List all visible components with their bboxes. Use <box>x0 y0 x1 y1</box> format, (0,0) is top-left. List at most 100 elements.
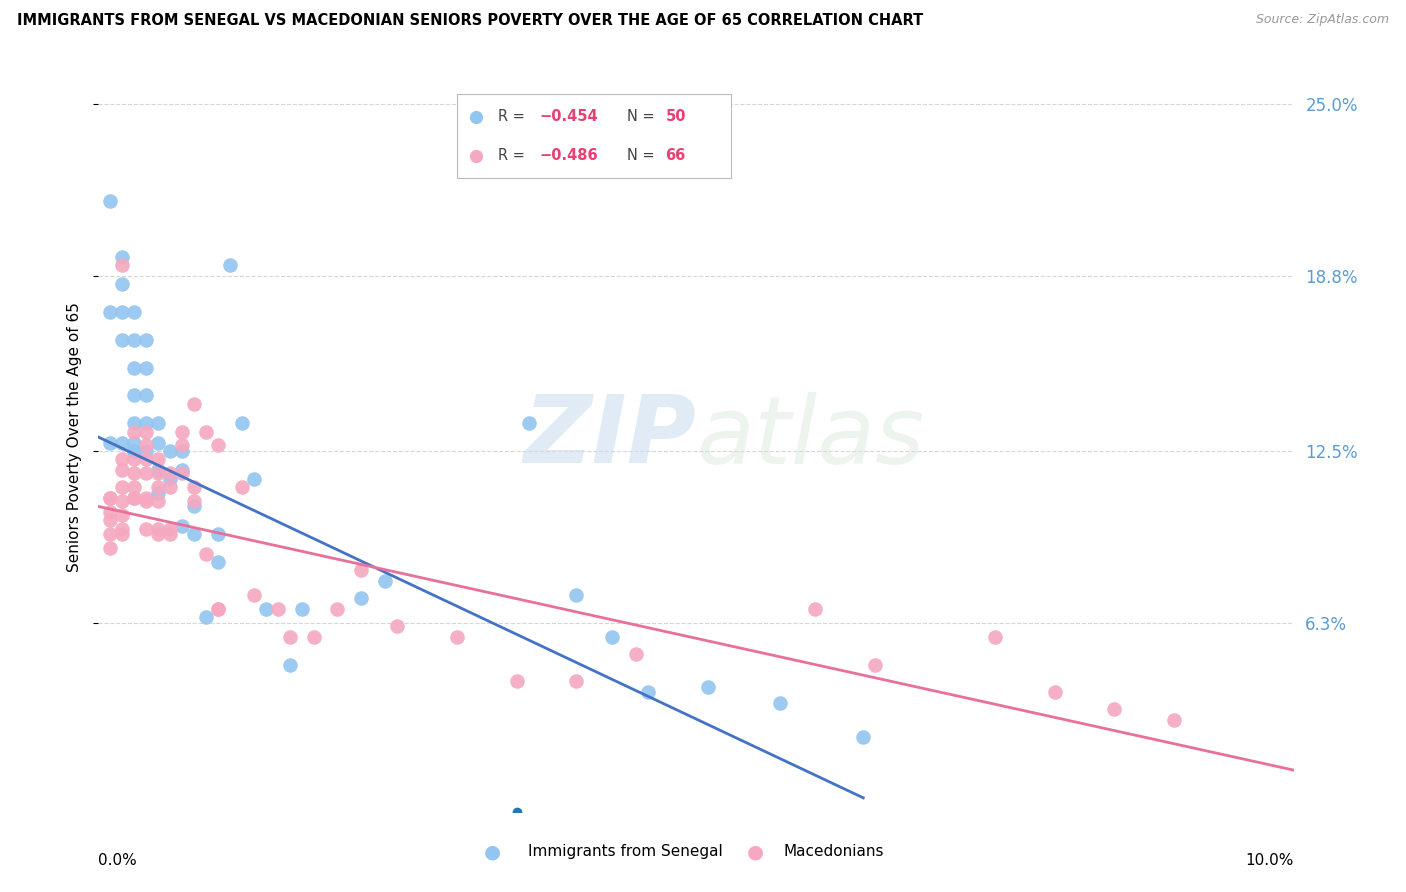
Text: R =: R = <box>498 109 530 124</box>
Point <box>111 452 134 467</box>
Text: ●: ● <box>747 842 765 862</box>
Point <box>124 491 146 505</box>
Point <box>124 305 146 319</box>
Point <box>626 647 648 661</box>
Point <box>124 480 146 494</box>
Point <box>183 480 205 494</box>
Point <box>517 416 540 430</box>
Point <box>984 630 1007 644</box>
Point <box>135 425 157 439</box>
Point <box>98 513 122 527</box>
Point <box>195 425 218 439</box>
Text: ●: ● <box>484 842 502 862</box>
Text: −0.486: −0.486 <box>540 148 598 163</box>
Point <box>111 277 134 292</box>
Text: IMMIGRANTS FROM SENEGAL VS MACEDONIAN SENIORS POVERTY OVER THE AGE OF 65 CORRELA: IMMIGRANTS FROM SENEGAL VS MACEDONIAN SE… <box>17 13 924 29</box>
Text: N =: N = <box>627 109 659 124</box>
Point <box>124 360 146 375</box>
Text: atlas: atlas <box>696 392 924 483</box>
Point <box>769 697 792 711</box>
Point <box>148 522 170 536</box>
Point <box>148 416 170 430</box>
Point <box>124 491 146 505</box>
Point <box>1163 713 1185 727</box>
Point <box>111 333 134 347</box>
Point <box>111 508 134 522</box>
Point <box>207 555 229 569</box>
Point <box>111 435 134 450</box>
Point <box>172 519 194 533</box>
Point <box>124 333 146 347</box>
Point <box>124 416 146 430</box>
Point <box>135 491 157 505</box>
Point <box>111 494 134 508</box>
Text: Source: ZipAtlas.com: Source: ZipAtlas.com <box>1256 13 1389 27</box>
Point <box>385 619 409 633</box>
Text: 50: 50 <box>665 109 686 124</box>
Point <box>207 438 229 452</box>
Text: N =: N = <box>627 148 659 163</box>
Point <box>172 438 194 452</box>
Point <box>1104 702 1126 716</box>
Point <box>278 630 301 644</box>
Point <box>135 522 157 536</box>
Point <box>219 258 242 272</box>
Point <box>135 388 157 402</box>
Point <box>124 452 146 467</box>
Point <box>135 466 157 480</box>
Point <box>135 452 157 467</box>
Point <box>565 588 588 602</box>
Point <box>98 305 122 319</box>
Point <box>374 574 396 589</box>
Point <box>111 522 134 536</box>
Point <box>302 630 325 644</box>
Point <box>111 250 134 264</box>
Point <box>350 563 373 577</box>
Point <box>159 466 181 480</box>
Point <box>135 333 157 347</box>
Point <box>159 472 181 486</box>
Point <box>98 505 122 519</box>
Point <box>124 425 146 439</box>
Point <box>183 527 205 541</box>
Point <box>98 435 122 450</box>
Point <box>98 527 122 541</box>
Point <box>111 258 134 272</box>
Text: 10.0%: 10.0% <box>1246 853 1294 868</box>
Point <box>254 602 277 616</box>
Point <box>111 480 134 494</box>
Point <box>506 805 529 819</box>
Point <box>124 388 146 402</box>
Point <box>124 444 146 458</box>
Point <box>98 491 122 505</box>
Point <box>326 602 349 616</box>
Point <box>148 527 170 541</box>
Point <box>124 444 146 458</box>
Point <box>1043 685 1066 699</box>
Point <box>148 452 170 467</box>
Point <box>243 588 266 602</box>
Point <box>865 657 887 672</box>
Point <box>465 148 488 162</box>
Text: ZIP: ZIP <box>523 391 696 483</box>
Point <box>148 485 170 500</box>
Point <box>111 305 134 319</box>
Point <box>111 527 134 541</box>
Point <box>446 630 468 644</box>
Point <box>124 466 146 480</box>
Point <box>243 472 266 486</box>
Point <box>291 602 314 616</box>
Point <box>135 360 157 375</box>
Point <box>207 602 229 616</box>
Point <box>195 610 218 624</box>
Point <box>183 500 205 514</box>
Point <box>350 591 373 605</box>
Point <box>565 674 588 689</box>
Point <box>637 685 659 699</box>
Point <box>852 730 875 744</box>
Point <box>135 494 157 508</box>
Point <box>172 444 194 458</box>
Point <box>98 194 122 209</box>
Text: Macedonians: Macedonians <box>785 845 884 859</box>
Point <box>207 602 229 616</box>
